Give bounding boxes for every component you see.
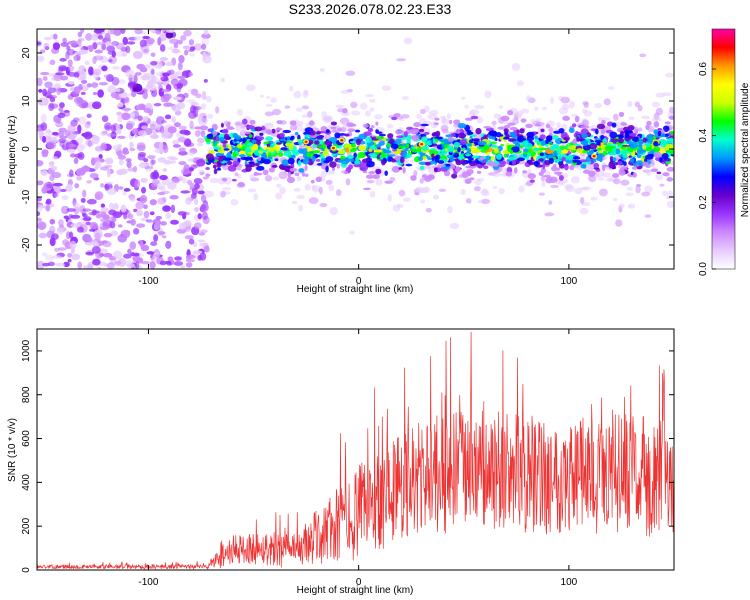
spectrogram-x-tick-label: 0 bbox=[356, 276, 362, 287]
figure-title: S233.2026.078.02.23.E33 bbox=[289, 1, 452, 17]
snr-series-line bbox=[36, 331, 675, 571]
colorbar-tick-label: 0.4 bbox=[698, 128, 709, 142]
snr-y-label: SNR (10 * v/v) bbox=[7, 418, 18, 482]
spectrogram-y-tick-label: -20 bbox=[21, 237, 32, 252]
spectrogram-image bbox=[37, 29, 674, 269]
spectrogram-x-ticks: -100 0 100 bbox=[138, 29, 578, 287]
spectrogram-y-ticks: -20 -10 0 10 20 bbox=[21, 47, 674, 252]
colorbar-tick-label: 0.6 bbox=[698, 62, 709, 76]
spectrogram-x-tick-label: 100 bbox=[561, 276, 578, 287]
snr-y-tick-label: 400 bbox=[21, 474, 32, 491]
snr-panel: -100 0 100 0 200 400 600 800 1000 Height of str… bbox=[7, 328, 675, 596]
spectrogram-y-tick-label: 20 bbox=[21, 47, 32, 59]
snr-y-tick-label: 0 bbox=[21, 567, 32, 573]
spectrogram-x-tick-label: -100 bbox=[138, 276, 158, 287]
colorbar-frame bbox=[711, 28, 736, 270]
colorbar-tick-label: 0.0 bbox=[698, 262, 709, 276]
snr-x-tick-label: -100 bbox=[138, 577, 158, 588]
snr-y-tick-label: 1000 bbox=[21, 339, 32, 362]
snr-x-ticks: -100 0 100 bbox=[138, 329, 578, 588]
snr-x-label: Height of straight line (km) bbox=[297, 585, 414, 596]
spectrogram-y-tick-label: 10 bbox=[21, 95, 32, 107]
colorbar: 0.0 0.2 0.4 0.6 Normalized spectral amplitu… bbox=[698, 28, 750, 276]
colorbar-ticks: 0.0 0.2 0.4 0.6 bbox=[698, 62, 716, 276]
snr-y-tick-label: 200 bbox=[21, 517, 32, 534]
snr-frame bbox=[36, 328, 675, 571]
colorbar-gradient bbox=[712, 29, 735, 269]
spectrogram-y-label: Frequency (Hz) bbox=[7, 116, 18, 185]
spectrogram-y-tick-label: -10 bbox=[21, 189, 32, 204]
spectrogram-y-tick-label: 0 bbox=[21, 146, 32, 152]
colorbar-tick-label: 0.2 bbox=[698, 195, 709, 209]
colorbar-label: Normalized spectral amplitude bbox=[740, 82, 750, 217]
snr-y-ticks: 0 200 400 600 800 1000 bbox=[21, 339, 674, 573]
spectrogram-x-label: Height of straight line (km) bbox=[297, 284, 414, 295]
snr-x-tick-label: 100 bbox=[561, 577, 578, 588]
snr-y-tick-label: 600 bbox=[21, 430, 32, 447]
snr-x-tick-label: 0 bbox=[356, 577, 362, 588]
snr-y-tick-label: 800 bbox=[21, 386, 32, 403]
